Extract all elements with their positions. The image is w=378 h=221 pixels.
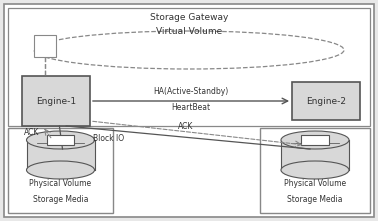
Bar [8,128,113,213]
Text: Physical Volume: Physical Volume [284,179,346,189]
Text: Block IO: Block IO [93,134,124,143]
Text: Storage Gateway: Storage Gateway [150,13,228,23]
Bar [292,82,360,120]
Bar [34,35,56,57]
Text: Virtual Volume: Virtual Volume [156,27,222,36]
Bar [47,135,74,145]
Bar [22,76,90,126]
Ellipse shape [281,131,349,149]
Text: Physical Volume: Physical Volume [29,179,91,189]
Text: Engine-2: Engine-2 [306,97,346,105]
Bar [301,135,328,145]
Bar [8,8,370,126]
Bar [260,128,370,213]
Ellipse shape [281,161,349,179]
Text: Storage Media: Storage Media [33,196,88,204]
Text: ACK: ACK [24,128,39,137]
Text: Engine-1: Engine-1 [36,97,76,105]
Ellipse shape [26,131,94,149]
Ellipse shape [34,31,344,69]
Bar [281,140,349,170]
Text: HA(Active-Standby): HA(Active-Standby) [153,87,229,96]
Text: Storage Media: Storage Media [287,196,343,204]
Text: ACK: ACK [178,122,194,131]
Ellipse shape [26,161,94,179]
Text: HeartBeat: HeartBeat [172,103,211,112]
Bar [26,140,94,170]
